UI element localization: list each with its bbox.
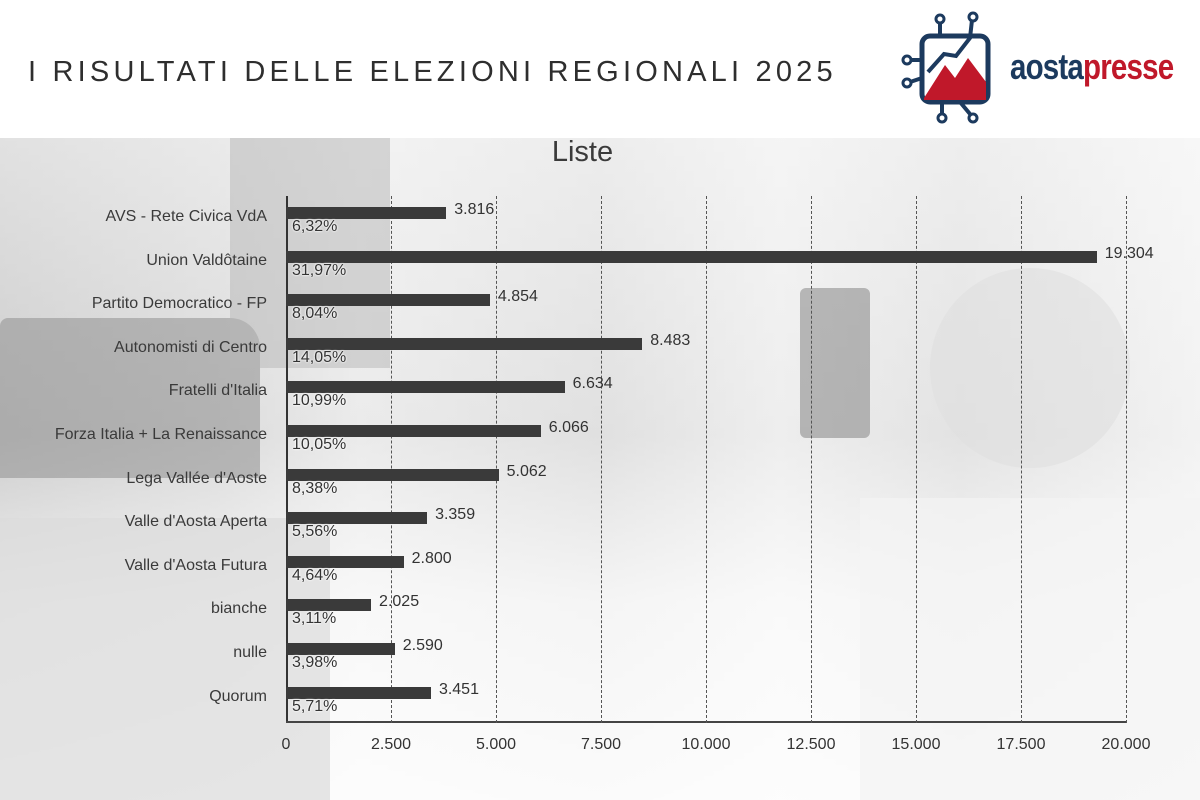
value-label: 3.816 xyxy=(454,201,495,218)
percent-label: 10,99% xyxy=(292,392,347,410)
x-tick-label: 7.500 xyxy=(580,736,622,753)
value-label: 6.634 xyxy=(572,375,613,393)
bar xyxy=(286,599,372,612)
header: I RISULTATI DELLE ELEZIONI REGIONALI 202… xyxy=(0,0,1200,138)
value-label: 3.451 xyxy=(438,680,479,698)
circuit-mountain-icon xyxy=(901,11,991,124)
gridline xyxy=(1021,196,1022,723)
y-axis xyxy=(286,196,288,723)
percent-label: 10,05% xyxy=(292,436,347,453)
category-label: Autonomisti di Centro xyxy=(114,338,267,356)
percent-label: 14,05% xyxy=(292,348,347,366)
value-label: 2.800 xyxy=(411,549,452,567)
x-tick-label: 10.000 xyxy=(681,736,731,753)
gridline xyxy=(1126,196,1127,723)
category-label: Quorum xyxy=(209,687,267,705)
value-label: 2.590 xyxy=(402,637,443,654)
bar-row: 2.800 4,64% xyxy=(286,545,1126,589)
page-title: I RISULTATI DELLE ELEZIONI REGIONALI 202… xyxy=(28,56,837,88)
category-label: Fratelli d'Italia xyxy=(168,382,267,400)
value-label: 8.483 xyxy=(650,331,691,349)
category-label: Valle d'Aosta Futura xyxy=(124,556,267,574)
percent-label: 5,56% xyxy=(292,523,338,541)
bar-chart: 3.816 6,32% 19.304 31,97% 4.854 8,04% 8.483 14,… xyxy=(286,196,1154,723)
gridline xyxy=(601,196,602,723)
bar-row: 8.483 14,05% xyxy=(286,327,1126,371)
bar xyxy=(286,555,404,568)
category-label: nulle xyxy=(233,644,267,661)
bar xyxy=(286,425,541,437)
category-label: Valle d'Aosta Aperta xyxy=(124,513,267,531)
percent-label: 8,04% xyxy=(292,305,338,323)
gridline xyxy=(916,196,917,723)
bar xyxy=(286,643,395,655)
bar xyxy=(286,686,431,699)
bar xyxy=(286,468,499,481)
x-tick-label: 12.500 xyxy=(786,736,836,753)
bar xyxy=(286,250,1097,263)
bar xyxy=(286,512,428,525)
bar xyxy=(286,381,565,394)
background-photo xyxy=(0,138,1200,800)
bar-row: 3.359 5,56% xyxy=(286,501,1126,545)
x-tick-label: 20.000 xyxy=(1101,736,1151,753)
value-label: 3.359 xyxy=(435,506,476,524)
percent-label: 3,98% xyxy=(292,654,338,671)
category-label: bianche xyxy=(210,600,267,618)
x-tick-label: 17.500 xyxy=(996,736,1046,753)
bar-row: 6.066 10,05% xyxy=(286,414,1126,458)
chart-title: Liste xyxy=(551,136,614,168)
bar xyxy=(286,337,643,350)
bar xyxy=(286,207,447,219)
bar xyxy=(286,294,490,307)
gridline xyxy=(391,196,392,723)
x-tick-label: 2.500 xyxy=(370,736,412,753)
bar-row: 2.025 3,11% xyxy=(286,588,1126,632)
percent-label: 4,64% xyxy=(292,566,338,584)
x-tick-label: 15.000 xyxy=(891,736,941,753)
bar-row: 3.816 6,32% xyxy=(286,196,1126,240)
category-label: AVS - Rete Civica VdA xyxy=(105,208,267,225)
category-label: Partito Democratico - FP xyxy=(91,295,267,313)
percent-label: 5,71% xyxy=(292,697,338,715)
value-label: 6.066 xyxy=(548,419,589,436)
bar-row: 6.634 10,99% xyxy=(286,370,1126,414)
value-label: 4.854 xyxy=(497,288,538,306)
percent-label: 8,38% xyxy=(292,479,338,497)
bar-row: 5.062 8,38% xyxy=(286,458,1126,502)
value-label: 19.304 xyxy=(1104,244,1154,262)
category-label: Union Valdôtaine xyxy=(146,251,267,269)
category-label: Lega Vallée d'Aoste xyxy=(126,469,267,487)
bar-row: 3.451 5,71% xyxy=(286,676,1126,720)
percent-label: 31,97% xyxy=(292,261,347,279)
gridline xyxy=(496,196,497,723)
bar-row: 19.304 31,97% xyxy=(286,240,1154,284)
aostapresse-logo: aostapresse xyxy=(900,10,1190,128)
value-label: 2.025 xyxy=(379,593,420,611)
value-label: 5.062 xyxy=(506,462,547,480)
percent-label: 3,11% xyxy=(292,610,337,628)
category-label: Forza Italia + La Renaissance xyxy=(54,426,267,443)
logo-wordmark: aostapresse xyxy=(1010,46,1174,87)
bar-row: 4.854 8,04% xyxy=(286,283,1126,327)
gridline xyxy=(706,196,707,723)
bar-row: 2.590 3,98% xyxy=(286,632,1126,676)
x-tick-label: 0 xyxy=(281,736,291,753)
x-tick-label: 5.000 xyxy=(475,736,517,753)
gridline xyxy=(811,196,812,723)
percent-label: 6,32% xyxy=(292,218,338,235)
